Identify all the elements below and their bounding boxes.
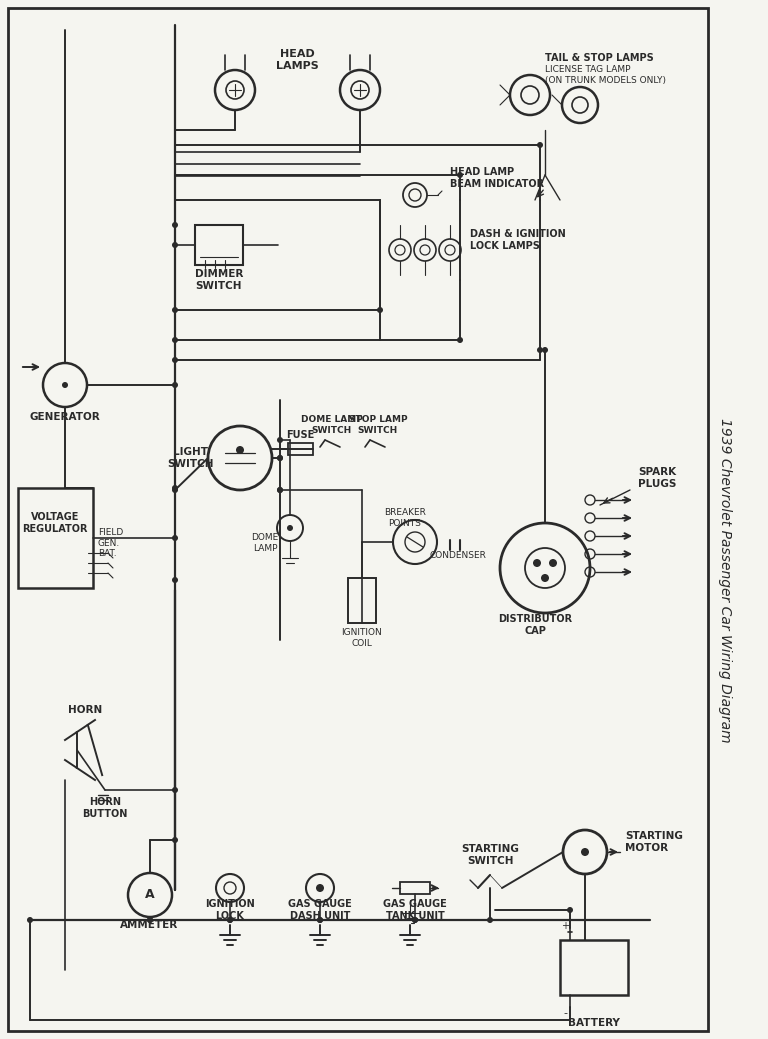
Text: IGNITION
LOCK: IGNITION LOCK (205, 899, 255, 921)
Circle shape (537, 142, 543, 148)
Text: DOME LAMP
SWITCH: DOME LAMP SWITCH (301, 416, 363, 434)
Text: AMMETER: AMMETER (120, 920, 178, 930)
Circle shape (227, 917, 233, 923)
Circle shape (147, 917, 153, 923)
Circle shape (537, 347, 543, 353)
Bar (348, 578, 376, 623)
Circle shape (147, 917, 153, 923)
Circle shape (317, 917, 323, 923)
Text: FUSE: FUSE (286, 430, 314, 439)
Circle shape (172, 242, 178, 248)
Circle shape (316, 884, 324, 893)
Circle shape (172, 382, 178, 388)
Text: STOP LAMP
SWITCH: STOP LAMP SWITCH (349, 416, 407, 434)
Text: LIGHT
SWITCH: LIGHT SWITCH (167, 447, 214, 469)
Circle shape (172, 577, 178, 583)
Circle shape (287, 525, 293, 531)
Text: +: + (561, 921, 569, 931)
Text: FIELD
GEN.
BAT.: FIELD GEN. BAT. (98, 528, 123, 558)
Circle shape (227, 917, 233, 923)
Text: STARTING
MOTOR: STARTING MOTOR (625, 831, 683, 853)
Text: GAS GAUGE
DASH UNIT: GAS GAUGE DASH UNIT (288, 899, 352, 921)
Circle shape (277, 487, 283, 492)
Text: HORN
BUTTON: HORN BUTTON (82, 797, 127, 819)
Text: DISTRIBUTOR
CAP: DISTRIBUTOR CAP (498, 614, 572, 636)
Circle shape (457, 337, 463, 343)
Text: IGNITION
COIL: IGNITION COIL (342, 629, 382, 647)
Circle shape (567, 907, 573, 913)
Text: GAS GAUGE
TANK UNIT: GAS GAUGE TANK UNIT (383, 899, 447, 921)
Text: DIMMER
SWITCH: DIMMER SWITCH (195, 269, 243, 291)
Circle shape (172, 535, 178, 541)
Text: A: A (145, 888, 155, 902)
Circle shape (172, 222, 178, 228)
Bar (400, 882, 430, 894)
Circle shape (172, 307, 178, 313)
Circle shape (533, 559, 541, 567)
Circle shape (487, 917, 493, 923)
Circle shape (412, 917, 418, 923)
Circle shape (172, 337, 178, 343)
Circle shape (581, 848, 589, 856)
Text: STARTING
SWITCH: STARTING SWITCH (461, 845, 519, 865)
Text: TAIL & STOP LAMPS: TAIL & STOP LAMPS (545, 53, 654, 63)
Bar (18, 488, 93, 588)
Text: DOME
LAMP: DOME LAMP (250, 533, 278, 553)
Circle shape (277, 487, 283, 492)
Text: 1939 Chevrolet Passenger Car Wiring Diagram: 1939 Chevrolet Passenger Car Wiring Diag… (718, 418, 732, 742)
Circle shape (172, 787, 178, 793)
Circle shape (277, 455, 283, 461)
Bar (195, 225, 243, 265)
Text: GENERATOR: GENERATOR (30, 412, 101, 422)
Text: HORN: HORN (68, 705, 102, 715)
Circle shape (377, 307, 383, 313)
Circle shape (457, 172, 463, 178)
Circle shape (62, 382, 68, 388)
Bar (560, 940, 628, 995)
Circle shape (172, 357, 178, 363)
Circle shape (277, 455, 283, 461)
Circle shape (277, 437, 283, 443)
Circle shape (236, 446, 244, 454)
Bar (288, 443, 313, 455)
Text: BREAKER
POINTS: BREAKER POINTS (384, 508, 426, 528)
Text: LICENSE TAG LAMP
(ON TRUNK MODELS ONLY): LICENSE TAG LAMP (ON TRUNK MODELS ONLY) (545, 65, 666, 85)
Circle shape (317, 917, 323, 923)
Text: HEAD LAMP
BEAM INDICATOR: HEAD LAMP BEAM INDICATOR (450, 167, 544, 189)
Text: HEAD
LAMPS: HEAD LAMPS (276, 49, 319, 71)
Circle shape (541, 574, 549, 582)
Circle shape (549, 559, 557, 567)
Circle shape (542, 347, 548, 353)
Circle shape (172, 837, 178, 843)
Text: -: - (563, 1008, 567, 1018)
Text: BATTERY: BATTERY (568, 1018, 620, 1028)
Text: VOLTAGE
REGULATOR: VOLTAGE REGULATOR (22, 512, 88, 534)
Circle shape (172, 485, 178, 491)
Circle shape (27, 917, 33, 923)
Circle shape (172, 487, 178, 492)
Text: DASH & IGNITION
LOCK LAMPS: DASH & IGNITION LOCK LAMPS (470, 230, 566, 250)
Text: CONDENSER: CONDENSER (429, 551, 486, 559)
Circle shape (412, 917, 418, 923)
Text: SPARK
PLUGS: SPARK PLUGS (638, 468, 677, 488)
